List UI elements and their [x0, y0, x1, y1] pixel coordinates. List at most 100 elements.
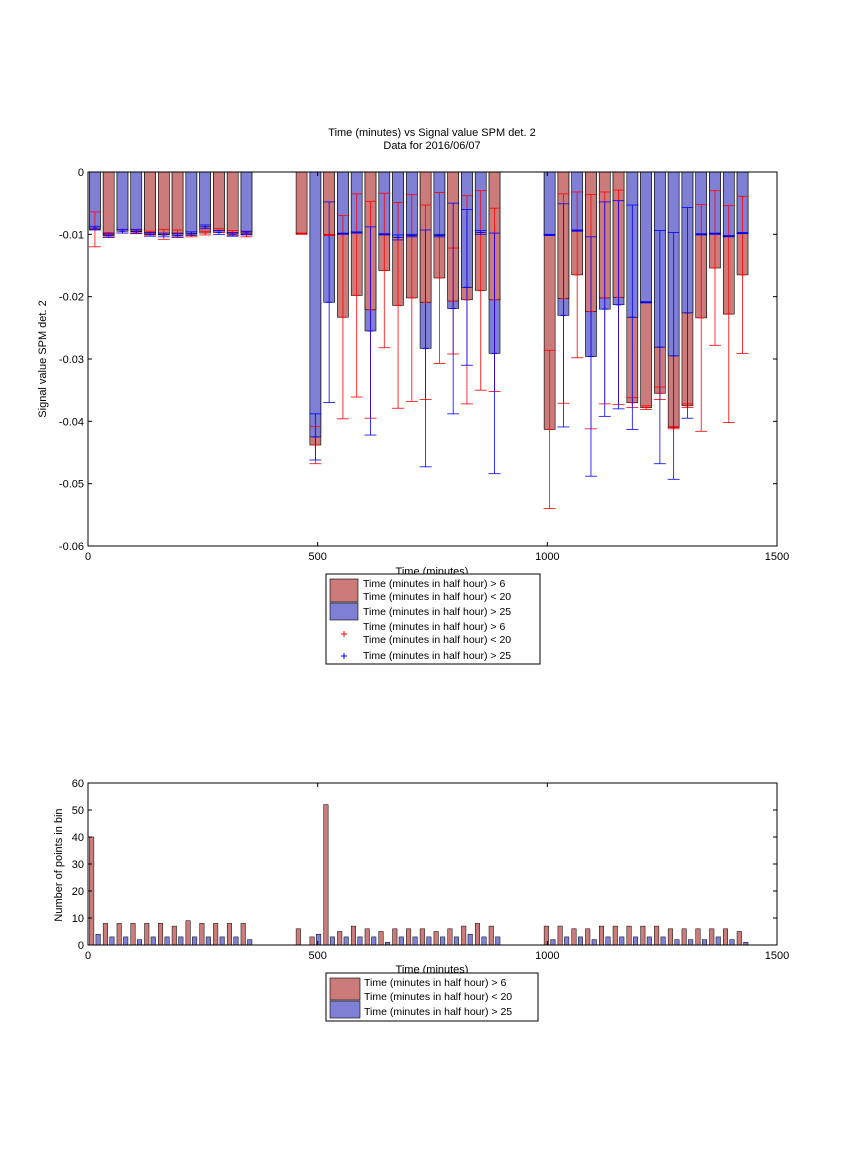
x-tick-label: 1000	[535, 551, 559, 563]
red-count-bar	[461, 925, 467, 946]
red-count-bar	[447, 928, 453, 946]
blue-count-bar	[633, 936, 639, 946]
y-axis-label: Number of points in bin	[53, 808, 65, 921]
red-count-bar	[185, 920, 191, 946]
blue-count-bar	[453, 936, 459, 946]
red-count-bar	[571, 928, 577, 946]
blue-count-bar	[109, 936, 115, 946]
red-count-bar	[723, 928, 729, 946]
red-count-bar	[240, 923, 246, 946]
red-count-bar	[144, 923, 150, 946]
legend-entry: Time (minutes in half hour) > 25	[363, 606, 511, 618]
blue-count-bar	[426, 936, 432, 946]
legend-box	[325, 573, 541, 665]
red-count-bar	[406, 928, 412, 946]
blue-count-bar	[564, 936, 570, 946]
x-tick-label: 0	[85, 551, 91, 563]
signal-marks	[88, 171, 749, 510]
blue-count-bar	[247, 939, 253, 946]
red-count-bar	[709, 928, 715, 946]
blue-count-bar	[715, 936, 721, 946]
red-count-bar	[199, 923, 205, 946]
red-count-bar	[654, 925, 660, 946]
red-bar	[213, 171, 225, 231]
blue-count-bar	[495, 936, 501, 946]
red-count-bar	[378, 931, 384, 946]
blue-bar	[116, 171, 129, 232]
legend-red-bar-swatch	[329, 977, 361, 1001]
red-count-bar	[158, 923, 164, 946]
legend-entry: Time (minutes in half hour) > 25	[364, 1006, 512, 1018]
blue-bar	[199, 171, 211, 228]
blue-bar	[240, 171, 253, 234]
blue-count-bar	[550, 939, 556, 946]
red-bar	[171, 171, 184, 234]
blue-count-bar	[701, 939, 707, 946]
blue-count-bar	[219, 936, 225, 946]
red-count-bar	[488, 925, 494, 946]
blue-count-bar	[95, 933, 101, 946]
y-tick-label: 60	[72, 778, 84, 790]
legend-red-plus	[341, 631, 347, 637]
blue-count-bar	[646, 936, 652, 946]
red-bar	[144, 171, 156, 234]
legend-entry: Time (minutes in half hour) > 25	[363, 650, 511, 662]
red-count-bar	[102, 923, 108, 946]
y-tick-label: 20	[72, 886, 84, 898]
blue-count-bar	[660, 936, 666, 946]
blue-bar	[640, 171, 652, 303]
blue-count-bar	[398, 936, 404, 946]
red-count-bar	[736, 931, 742, 946]
blue-count-bar	[605, 936, 611, 946]
y-tick-label: -0.03	[59, 354, 84, 366]
blue-count-bar	[329, 936, 335, 946]
legend-blue-bar-swatch	[329, 602, 359, 621]
blue-bar	[309, 171, 322, 438]
x-tick-label: 0	[85, 950, 91, 962]
red-bar	[226, 171, 239, 234]
x-tick-label: 500	[308, 551, 326, 563]
red-count-bar	[599, 925, 604, 946]
blue-count-bar	[467, 933, 473, 946]
blue-count-bar	[205, 936, 211, 946]
y-tick-label: -0.04	[59, 416, 84, 428]
blue-bar	[543, 171, 556, 236]
red-count-bar	[695, 928, 701, 946]
chart-subtitle: Data for 2016/06/07	[383, 140, 480, 152]
x-tick-label: 1500	[765, 950, 789, 962]
red-count-bar	[213, 923, 219, 946]
blue-count-bar	[233, 936, 239, 946]
red-count-bar	[323, 804, 329, 946]
legend-blue-plus	[341, 653, 347, 659]
blue-count-bar	[674, 939, 680, 946]
y-tick-label: 30	[72, 859, 84, 871]
blue-count-bar	[371, 936, 377, 946]
y-tick-label: 10	[72, 913, 84, 925]
blue-bar	[185, 171, 198, 235]
x-tick-label: 1000	[535, 950, 559, 962]
red-count-bar	[392, 928, 398, 946]
blue-count-bar	[577, 936, 583, 946]
red-bar	[102, 171, 115, 235]
red-count-bar	[543, 925, 549, 946]
legend-entry: Time (minutes in half hour) > 6	[363, 621, 505, 633]
blue-count-bar	[178, 936, 184, 946]
blue-count-bar	[316, 933, 322, 946]
blue-count-bar	[343, 936, 349, 946]
signal-axes-ticks: 0 500 1000 1500 0 -0.01 -0.02 -0.03 -0.04 -0.05 -0…	[59, 167, 789, 563]
blue-count-bar	[136, 939, 142, 946]
red-count-bar	[557, 925, 563, 946]
red-count-bar	[419, 928, 425, 946]
red-count-bar	[295, 928, 301, 946]
legend-entry: Time (minutes in half hour) > 6	[363, 578, 505, 590]
y-tick-label: -0.01	[59, 229, 84, 241]
blue-count-bar	[150, 936, 156, 946]
blue-count-bar	[619, 936, 625, 946]
signal-chart: Time (minutes) vs Signal value SPM det. …	[37, 127, 789, 665]
red-bar	[157, 171, 170, 235]
blue-count-bar	[192, 936, 198, 946]
red-count-bar	[116, 923, 122, 946]
count-legend: Time (minutes in half hour) > 6 Time (mi…	[325, 972, 539, 1022]
red-count-bar	[309, 936, 315, 946]
